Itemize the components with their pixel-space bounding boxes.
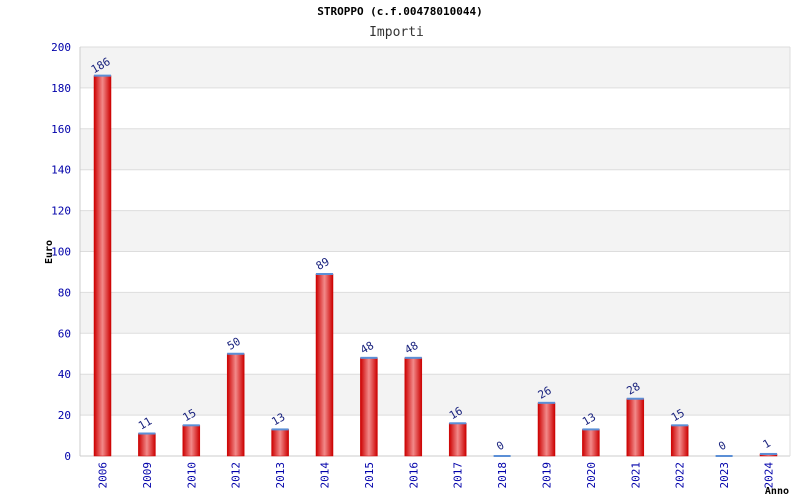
bar-cap — [316, 272, 333, 275]
bar — [182, 425, 201, 457]
x-tick-label: 2021 — [629, 462, 642, 489]
bar — [315, 273, 334, 457]
y-axis-label: Euro — [44, 240, 55, 264]
y-tick-label: 0 — [64, 450, 71, 463]
x-tick-label: 2023 — [718, 462, 731, 489]
x-tick-label: 2012 — [230, 462, 243, 489]
value-label: 13 — [580, 410, 598, 428]
x-tick-label: 2019 — [541, 462, 554, 489]
bar — [271, 429, 289, 457]
bar — [138, 433, 156, 457]
x-tick-label: 2006 — [97, 462, 110, 489]
value-label: 50 — [225, 335, 243, 353]
plot-band — [80, 210, 790, 252]
value-label: 26 — [536, 384, 554, 402]
plot-band — [80, 47, 790, 88]
y-tick-label: 140 — [51, 164, 71, 177]
x-tick-label: 2015 — [363, 462, 376, 489]
plot-band — [80, 251, 790, 293]
bar — [360, 357, 378, 457]
bar — [404, 357, 423, 457]
x-tick-label: 2018 — [496, 462, 509, 489]
x-tick-label: 2009 — [141, 462, 154, 489]
chart-title: STROPPO (c.f.00478010044) — [317, 5, 483, 18]
bar — [582, 429, 600, 457]
value-label: 15 — [181, 406, 199, 424]
bar-cap — [538, 401, 555, 404]
bar-cap — [493, 455, 511, 457]
y-tick-label: 20 — [58, 409, 71, 422]
value-label: 48 — [403, 339, 421, 357]
y-tick-label: 160 — [51, 123, 71, 136]
bar — [626, 398, 645, 457]
plot-band — [80, 128, 790, 170]
y-tick-label: 200 — [51, 41, 71, 54]
x-tick-labels: 2006 2009 2010 2012 2013 2014 2015 2016 2017 2018… — [97, 462, 776, 489]
bar-cap — [582, 428, 600, 431]
x-tick-label: 2022 — [674, 462, 687, 489]
bar-cap — [360, 356, 378, 359]
plot-band — [80, 169, 790, 211]
value-label: 13 — [269, 410, 287, 428]
y-tick-label: 100 — [51, 246, 71, 259]
bar-cap — [94, 74, 111, 77]
x-tick-label: 2014 — [319, 462, 332, 489]
plot-band — [80, 374, 790, 416]
x-tick-label: 2013 — [274, 462, 287, 489]
value-label: 48 — [358, 339, 376, 357]
bar-cap — [449, 422, 467, 425]
bar-cap — [182, 424, 200, 427]
value-label: 16 — [447, 404, 465, 422]
y-tick-label: 180 — [51, 82, 71, 95]
x-tick-label: 2010 — [185, 462, 198, 489]
y-tick-label: 40 — [58, 368, 71, 381]
y-tick-label: 60 — [58, 327, 71, 340]
bar-cap — [671, 424, 689, 427]
bar-cap — [760, 452, 777, 455]
y-tick-label: 80 — [58, 286, 71, 299]
x-tick-label: 2016 — [407, 462, 420, 489]
bar — [448, 423, 467, 457]
bar — [93, 75, 112, 457]
bar-cap — [227, 352, 245, 355]
bars — [93, 74, 778, 457]
value-label: 28 — [625, 380, 643, 398]
plot-band — [80, 292, 790, 334]
value-label: 11 — [136, 415, 154, 433]
plot-background — [80, 47, 790, 456]
chart-subtitle: Importi — [369, 25, 424, 40]
axis-labels: Euro Anno — [44, 240, 789, 497]
bar-cap — [138, 432, 156, 435]
plot-band — [80, 87, 790, 129]
bar-cap — [715, 455, 733, 457]
x-axis-label: Anno — [765, 486, 789, 497]
value-label: 15 — [669, 406, 687, 424]
bar-cap — [626, 397, 644, 400]
bar-cap — [404, 356, 422, 359]
value-label: 89 — [314, 255, 332, 273]
bar-cap — [271, 428, 289, 431]
x-tick-label: 2020 — [585, 462, 598, 489]
plot-band — [80, 333, 790, 375]
y-tick-label: 120 — [51, 205, 71, 218]
x-tick-label: 2017 — [452, 462, 465, 489]
bar — [226, 353, 245, 457]
x-tick-label: 2024 — [763, 462, 776, 489]
bar — [537, 402, 556, 457]
y-tick-labels: 0 20 40 60 80 100 120 140 160 180 200 — [51, 41, 71, 463]
bar — [670, 425, 689, 457]
